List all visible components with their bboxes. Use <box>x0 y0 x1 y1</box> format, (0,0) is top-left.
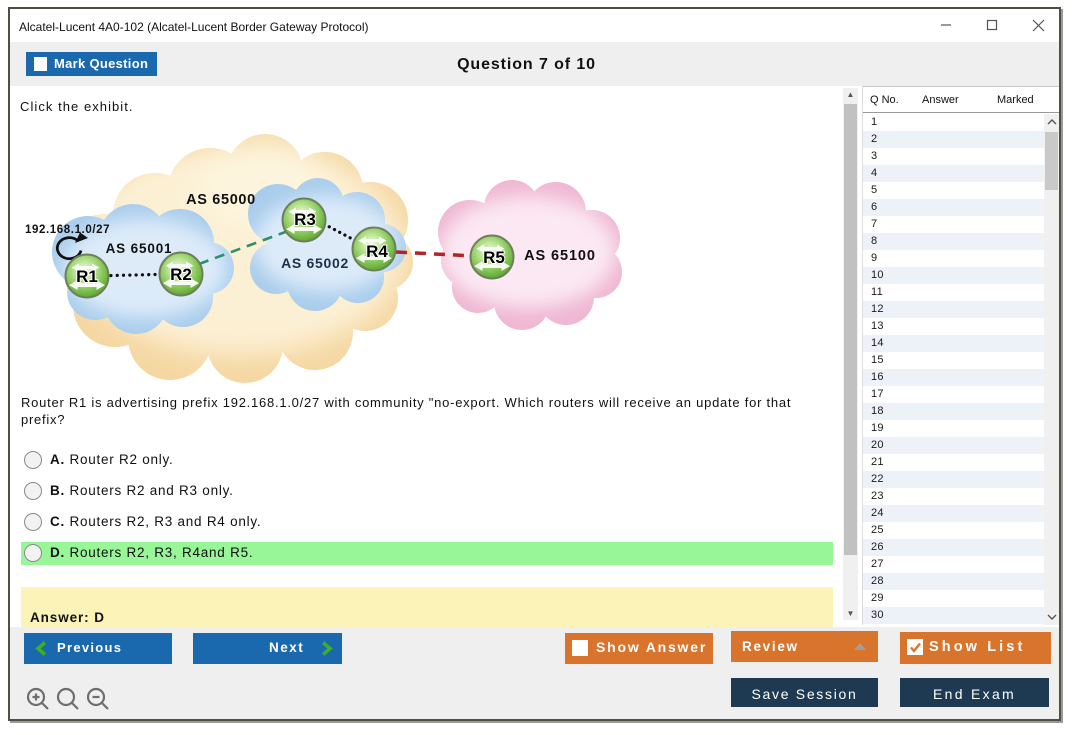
svg-text:R3: R3 <box>294 210 316 229</box>
svg-text:R2: R2 <box>170 265 192 284</box>
svg-text:R4: R4 <box>366 242 388 261</box>
svg-text:AS 65100: AS 65100 <box>524 248 596 264</box>
svg-text:AS 65002: AS 65002 <box>281 255 349 271</box>
svg-text:AS 65001: AS 65001 <box>106 241 173 256</box>
svg-text:R1: R1 <box>76 267 98 286</box>
svg-text:AS 65000: AS 65000 <box>186 192 256 208</box>
svg-text:192.168.1.0/27: 192.168.1.0/27 <box>25 224 110 236</box>
svg-text:R5: R5 <box>483 248 505 267</box>
